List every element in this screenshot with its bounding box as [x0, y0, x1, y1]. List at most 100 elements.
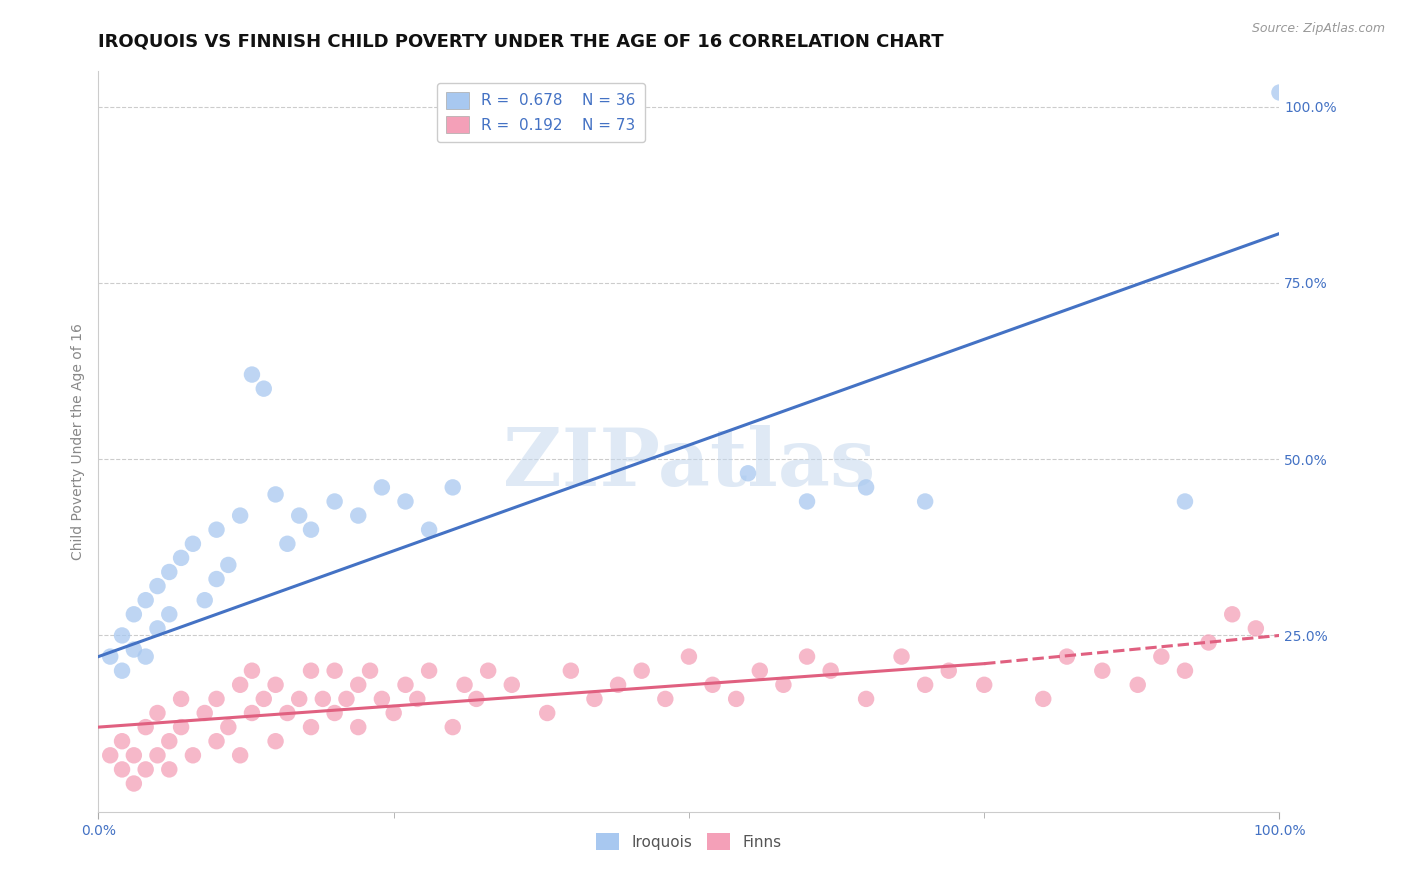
Point: [205, 692, 228, 706]
Text: ZIPatlas: ZIPatlas: [503, 425, 875, 503]
Point: [406, 692, 429, 706]
Point: [536, 706, 558, 720]
Point: [181, 537, 204, 551]
Point: [135, 649, 157, 664]
Point: [288, 508, 311, 523]
Point: [1150, 649, 1173, 664]
Point: [359, 664, 381, 678]
Point: [654, 692, 676, 706]
Point: [122, 607, 145, 622]
Point: [264, 678, 287, 692]
Point: [288, 692, 311, 706]
Point: [229, 748, 252, 763]
Point: [240, 706, 263, 720]
Point: [135, 763, 157, 777]
Point: [299, 523, 322, 537]
Point: [146, 621, 169, 635]
Point: [796, 494, 818, 508]
Point: [240, 368, 263, 382]
Point: [1220, 607, 1243, 622]
Point: [914, 678, 936, 692]
Point: [347, 678, 370, 692]
Point: [465, 692, 488, 706]
Point: [477, 664, 499, 678]
Point: [335, 692, 357, 706]
Text: Source: ZipAtlas.com: Source: ZipAtlas.com: [1251, 22, 1385, 36]
Point: [1174, 494, 1197, 508]
Point: [170, 550, 193, 565]
Point: [146, 579, 169, 593]
Point: [501, 678, 523, 692]
Point: [418, 523, 440, 537]
Point: [276, 537, 298, 551]
Y-axis label: Child Poverty Under the Age of 16: Child Poverty Under the Age of 16: [70, 323, 84, 560]
Point: [583, 692, 606, 706]
Point: [229, 678, 252, 692]
Point: [973, 678, 995, 692]
Point: [630, 664, 652, 678]
Point: [394, 494, 416, 508]
Point: [194, 706, 217, 720]
Point: [122, 748, 145, 763]
Point: [1091, 664, 1114, 678]
Point: [299, 720, 322, 734]
Point: [135, 720, 157, 734]
Point: [181, 748, 204, 763]
Point: [347, 508, 370, 523]
Point: [157, 607, 180, 622]
Point: [217, 558, 239, 572]
Point: [111, 628, 134, 642]
Point: [560, 664, 582, 678]
Point: [1244, 621, 1267, 635]
Point: [111, 763, 134, 777]
Point: [725, 692, 748, 706]
Point: [347, 720, 370, 734]
Point: [135, 593, 157, 607]
Point: [264, 487, 287, 501]
Point: [323, 706, 346, 720]
Point: [205, 523, 228, 537]
Point: [702, 678, 724, 692]
Legend: Iroquois, Finns: Iroquois, Finns: [591, 827, 787, 856]
Point: [323, 664, 346, 678]
Point: [890, 649, 912, 664]
Point: [157, 734, 180, 748]
Point: [205, 734, 228, 748]
Point: [441, 720, 464, 734]
Point: [820, 664, 842, 678]
Point: [678, 649, 700, 664]
Point: [122, 642, 145, 657]
Point: [371, 480, 394, 494]
Point: [1032, 692, 1054, 706]
Point: [253, 692, 276, 706]
Point: [1198, 635, 1220, 649]
Point: [382, 706, 405, 720]
Point: [323, 494, 346, 508]
Point: [170, 720, 193, 734]
Point: [371, 692, 394, 706]
Point: [98, 748, 121, 763]
Point: [146, 706, 169, 720]
Point: [1126, 678, 1149, 692]
Point: [205, 572, 228, 586]
Point: [914, 494, 936, 508]
Point: [122, 776, 145, 790]
Point: [1174, 664, 1197, 678]
Point: [1268, 86, 1291, 100]
Point: [157, 763, 180, 777]
Point: [855, 480, 877, 494]
Point: [938, 664, 960, 678]
Point: [170, 692, 193, 706]
Text: IROQUOIS VS FINNISH CHILD POVERTY UNDER THE AGE OF 16 CORRELATION CHART: IROQUOIS VS FINNISH CHILD POVERTY UNDER …: [98, 32, 943, 50]
Point: [146, 748, 169, 763]
Point: [748, 664, 770, 678]
Point: [229, 508, 252, 523]
Point: [441, 480, 464, 494]
Point: [217, 720, 239, 734]
Point: [194, 593, 217, 607]
Point: [111, 664, 134, 678]
Point: [607, 678, 630, 692]
Point: [264, 734, 287, 748]
Point: [98, 649, 121, 664]
Point: [299, 664, 322, 678]
